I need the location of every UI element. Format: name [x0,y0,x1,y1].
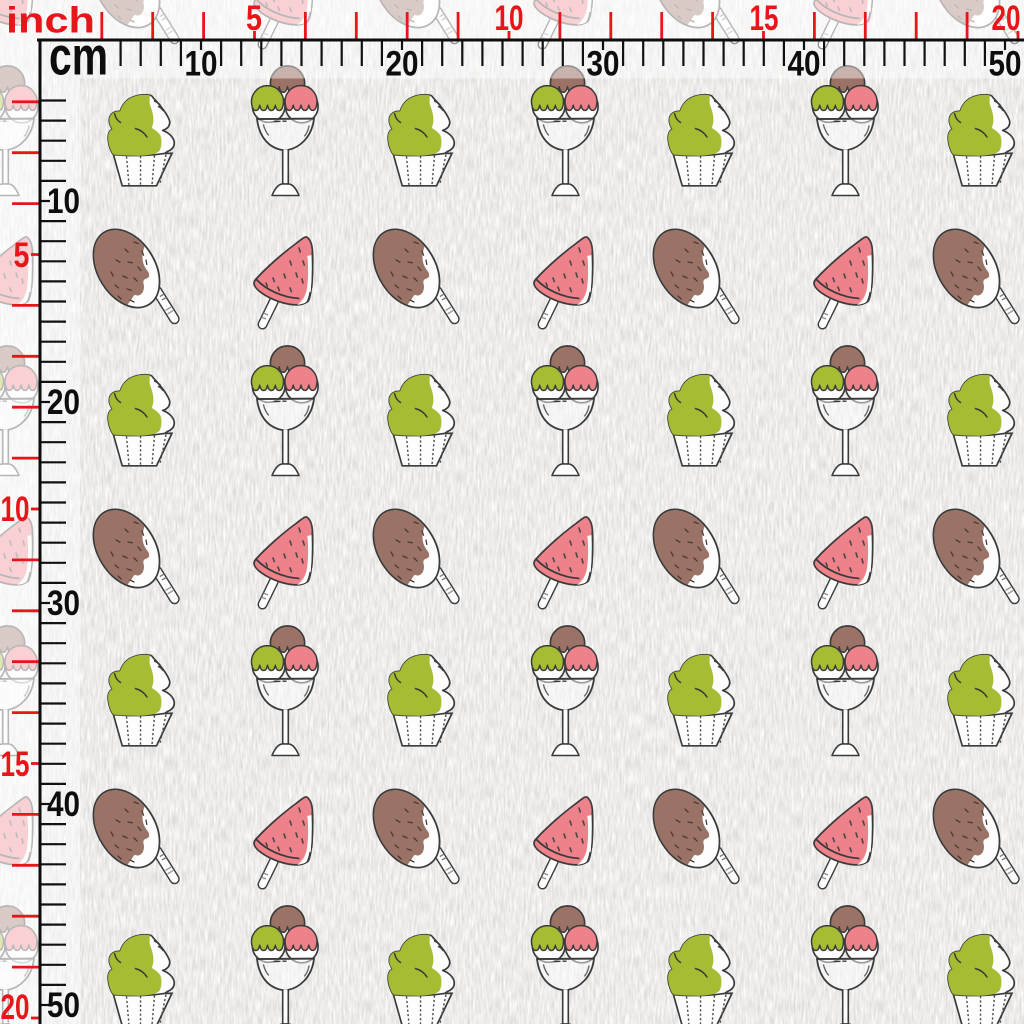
svg-text:5: 5 [14,236,30,275]
svg-text:40: 40 [788,45,821,84]
svg-text:20: 20 [1,988,30,1024]
svg-text:5: 5 [246,0,262,38]
svg-text:20: 20 [386,45,419,84]
svg-text:50: 50 [989,45,1022,84]
svg-text:30: 30 [47,584,80,623]
svg-text:40: 40 [47,785,80,824]
svg-text:10: 10 [495,0,524,38]
svg-text:10: 10 [47,182,80,221]
svg-text:15: 15 [750,0,779,38]
svg-text:inch: inch [6,0,95,41]
svg-text:10: 10 [1,490,30,529]
svg-text:30: 30 [587,45,620,84]
svg-text:15: 15 [1,745,30,784]
svg-text:cm: cm [49,27,108,87]
svg-text:10: 10 [185,45,218,84]
svg-text:50: 50 [47,986,80,1024]
svg-text:20: 20 [992,0,1021,38]
svg-text:20: 20 [47,383,80,422]
